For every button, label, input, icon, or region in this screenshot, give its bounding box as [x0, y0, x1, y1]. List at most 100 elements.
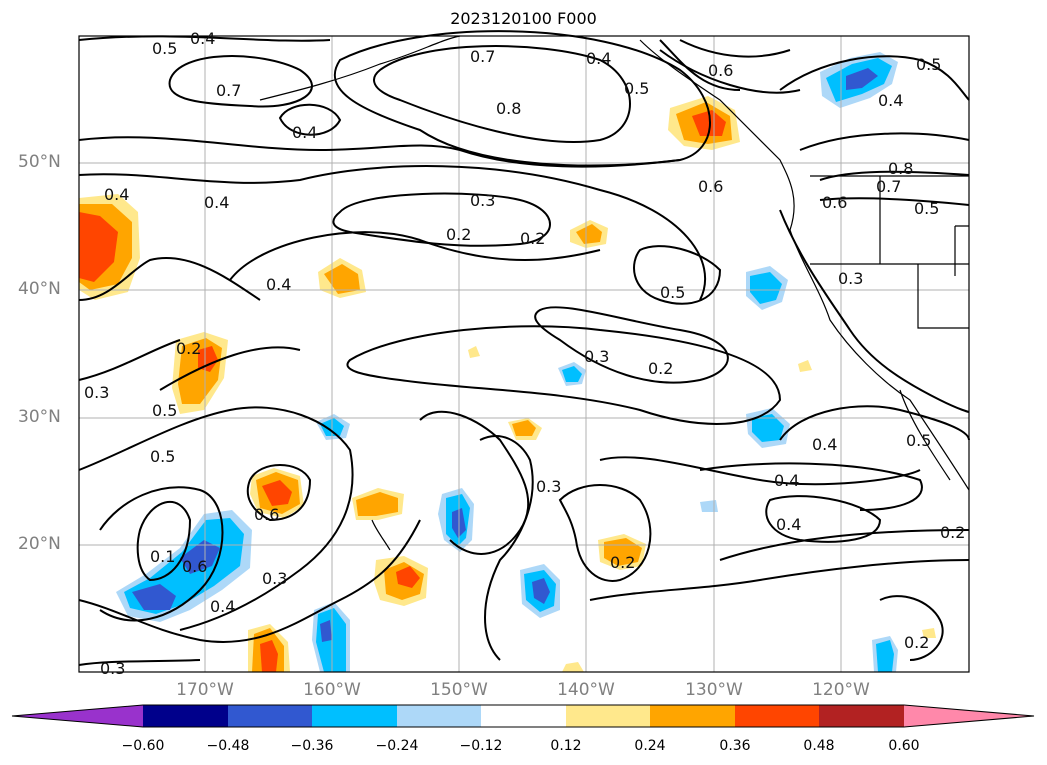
- coastline-baja: [899, 389, 951, 481]
- contour-label: 0.3: [84, 383, 109, 402]
- contour-line: [419, 410, 530, 555]
- lat-label-50n: 50°N: [18, 152, 61, 172]
- lon-label-130w: 130°W: [685, 680, 743, 700]
- contour-line: [589, 559, 970, 601]
- contour-label: 0.4: [210, 597, 235, 616]
- contour-line: [659, 49, 801, 94]
- coastline-aleutians: [259, 35, 461, 101]
- shade-bottom-positive: [562, 662, 584, 672]
- lon-label-170w: 170°W: [176, 680, 234, 700]
- shade-mid-positive-1-core: [324, 264, 360, 294]
- shade-sw-negative-core-2: [180, 540, 220, 574]
- colorbar-tick-label: 0.24: [634, 738, 666, 754]
- shade-south-negative-1-core: [320, 620, 332, 642]
- lat-label-20n: 20°N: [18, 534, 61, 554]
- contour-label: 0.7: [876, 177, 901, 196]
- contour-line: [78, 339, 181, 381]
- contour-label: 0.7: [470, 47, 495, 66]
- shade-sw-positive-2-core: [262, 480, 292, 506]
- colorbar-extend-low: [12, 705, 143, 727]
- coastline-hawaii: [371, 519, 391, 551]
- contour-line: [819, 197, 970, 206]
- contour-line: [78, 35, 331, 42]
- shade-small-negative-1-core: [562, 366, 582, 382]
- contour-line: [78, 257, 261, 301]
- shade-central-negative-2-core: [532, 578, 550, 604]
- contour-label: 0.5: [916, 55, 941, 74]
- colorbar-segment: [481, 705, 566, 727]
- contour-line: [779, 55, 970, 101]
- contour-label: 0.2: [648, 359, 673, 378]
- contour-label: 0.3: [470, 191, 495, 210]
- shade-sw-positive-core: [198, 346, 218, 372]
- colorbar-segment: [228, 705, 312, 727]
- shade-south-positive-2-core: [260, 640, 278, 672]
- contour-labels: 0.5 0.4 0.7 0.4 0.7 0.4 0.5 0.6 0.8 0.5 …: [84, 29, 965, 678]
- contour-line: [659, 39, 741, 91]
- contour-label: 0.5: [150, 447, 175, 466]
- colorbar-segment: [312, 705, 397, 727]
- contour-line: [479, 435, 534, 661]
- colorbar-tick-label: −0.24: [375, 738, 419, 754]
- contour-line: [719, 529, 970, 561]
- contour-label: 0.3: [838, 269, 863, 288]
- contour-label: 0.5: [660, 283, 685, 302]
- colorbar-segment: [819, 705, 904, 727]
- map-title: 2023120100 F000: [450, 9, 597, 28]
- contour-line: [765, 495, 882, 543]
- shade-tiny-negative: [700, 500, 718, 512]
- shade-west-positive-core: [79, 212, 118, 282]
- lon-label-150w: 150°W: [430, 680, 488, 700]
- contour-line: [534, 306, 729, 384]
- shade-ne-negative-core: [846, 68, 878, 90]
- contour-line: [799, 132, 970, 151]
- colorbar-tick-label: −0.36: [290, 738, 334, 754]
- shade-tiny-positive-2: [798, 360, 812, 372]
- contour-line: [699, 462, 923, 511]
- contour-label: 0.6: [822, 193, 847, 212]
- contour-label: 0.3: [262, 569, 287, 588]
- contour-line: [246, 464, 312, 522]
- contour-label: 0.8: [888, 159, 913, 178]
- colorbar-segment: [566, 705, 650, 727]
- contour-line: [373, 45, 631, 143]
- shade-east-negative-mid: [752, 414, 784, 442]
- contour-label: 0.5: [624, 79, 649, 98]
- contour-label: 0.2: [520, 229, 545, 248]
- colorbar-tick-label: −0.60: [121, 738, 165, 754]
- contour-line: [99, 486, 224, 622]
- shade-sw-negative-core-1: [132, 584, 176, 610]
- contour-line: [229, 231, 601, 281]
- lon-label-140w: 140°W: [557, 680, 615, 700]
- contour-line: [879, 595, 944, 661]
- contour-label: 0.7: [216, 81, 241, 100]
- colorbar-segment: [735, 705, 819, 727]
- contour-label: 0.8: [496, 99, 521, 118]
- lon-label-120w: 120°W: [812, 680, 870, 700]
- contour-label: 0.6: [254, 505, 279, 524]
- shade-ca-negative-mid: [750, 272, 782, 304]
- contour-label: 0.4: [586, 49, 611, 68]
- shade-se-negative-mid: [876, 640, 894, 672]
- contour-line: [78, 136, 681, 168]
- contour-label: 0.5: [906, 431, 931, 450]
- contour-line: [679, 39, 791, 58]
- map-frame: [78, 35, 970, 673]
- colorbar-tick-label: 0.48: [803, 738, 835, 754]
- boundary-lines: [810, 175, 969, 329]
- colorbar-tick-label: 0.60: [888, 738, 920, 754]
- colorbar-tick-label: 0.36: [719, 738, 751, 754]
- contour-label: 0.5: [914, 199, 939, 218]
- contour-line: [78, 519, 421, 643]
- contour-lines: [78, 30, 970, 666]
- contour-label: 0.4: [878, 91, 903, 110]
- shade-tiny-positive: [468, 346, 480, 358]
- contour-line: [168, 55, 313, 108]
- contour-line: [78, 406, 354, 631]
- coastline-north-america: [639, 39, 970, 491]
- lon-label-160w: 160°W: [303, 680, 361, 700]
- contour-label: 0.6: [708, 61, 733, 80]
- contour-line: [136, 500, 192, 582]
- contour-line: [159, 346, 301, 391]
